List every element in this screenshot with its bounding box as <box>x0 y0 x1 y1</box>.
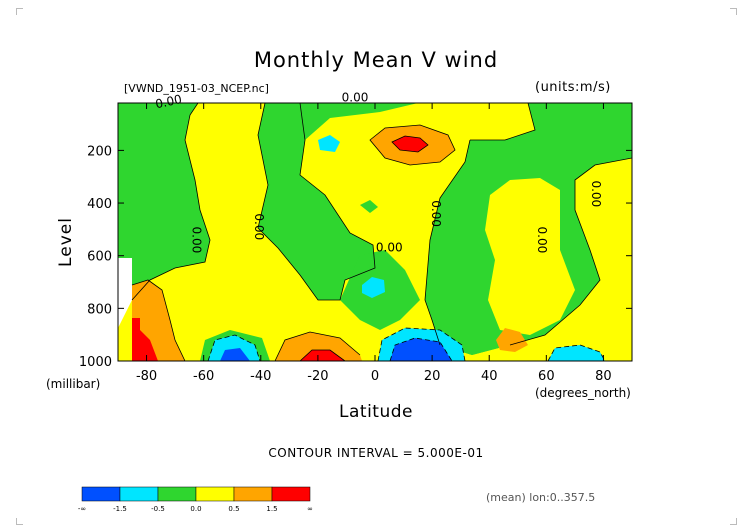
y-tick-label: 200 <box>87 144 112 159</box>
x-axis-unit: (degrees_north) <box>535 386 631 400</box>
contour-fill <box>118 103 632 361</box>
x-axis-ticks: -80 -60 -40 -20 0 20 40 60 80 <box>136 103 612 384</box>
y-tick-label: 800 <box>87 302 112 317</box>
colorbar-swatch <box>233 486 273 502</box>
contour-label: 0.00 <box>589 180 603 207</box>
x-tick-label: -80 <box>136 369 157 384</box>
yellow-region-right <box>485 178 575 335</box>
y-tick-label: 600 <box>87 250 112 265</box>
green-region-center <box>258 103 375 300</box>
x-tick-label: 60 <box>538 369 555 384</box>
colorbar-label: -1.5 <box>113 505 127 513</box>
x-axis-label: Latitude <box>339 402 413 422</box>
contour-label: 0.00 <box>252 213 266 240</box>
x-tick-label: 40 <box>481 369 498 384</box>
red-region-left <box>132 318 158 361</box>
contour-interval-label: CONTOUR INTERVAL = 5.000E-01 <box>268 446 484 460</box>
x-tick-label: 80 <box>595 369 612 384</box>
colorbar-label: 1.5 <box>266 505 277 513</box>
y-axis-unit: (millibar) <box>46 377 101 391</box>
cyan-patch-top <box>318 135 340 152</box>
x-tick-label: -60 <box>193 369 214 384</box>
file-label: [VWND_1951-03_NCEP.nc] <box>124 82 269 95</box>
contour-label: 0.00 <box>189 227 203 254</box>
red-region-top <box>392 136 428 152</box>
colorbar-swatch <box>157 486 197 502</box>
contour-label: 0.00 <box>429 200 443 227</box>
blue-region-bottom-left <box>220 348 250 361</box>
y-tick-label: 400 <box>87 197 112 212</box>
x-tick-label: -20 <box>307 369 328 384</box>
cyan-patch-mid <box>362 277 385 298</box>
colorbar-label: -∞ <box>78 505 86 513</box>
units-label: (units:m/s) <box>535 80 611 95</box>
y-tick-label: 1000 <box>79 355 112 370</box>
corner-mark <box>730 8 737 15</box>
cyan-region-bottom-left <box>208 335 260 361</box>
contour-lines <box>131 103 632 361</box>
blue-region-bottom-center <box>390 338 452 361</box>
colorbar-label: -0.5 <box>151 505 165 513</box>
x-tick-label: 20 <box>424 369 441 384</box>
colorbar-label: 0.5 <box>228 505 239 513</box>
x-tick-label: 0 <box>371 369 379 384</box>
green-patch-mid <box>360 200 378 213</box>
colorbar-label: ∞ <box>307 505 313 513</box>
y-axis-ticks: 200 400 600 800 1000 <box>79 144 632 370</box>
yellow-region <box>118 103 632 361</box>
colorbar-swatch <box>195 486 235 502</box>
x-tick-label: -40 <box>250 369 271 384</box>
contour-label: 0.00 <box>535 227 549 254</box>
colorbar-swatch <box>81 486 121 502</box>
contour-label: 0.00 <box>342 91 369 105</box>
contour-label: 0.00 <box>154 92 183 111</box>
colorbar-label: 0.0 <box>190 505 201 513</box>
corner-mark <box>730 518 737 525</box>
colorbar-swatch <box>119 486 159 502</box>
colorbar-swatch <box>271 486 311 502</box>
stats-label: (mean) lon:0..357.5 <box>486 491 596 504</box>
orange-region-bottom <box>275 332 362 361</box>
corner-mark <box>16 8 23 15</box>
contour-labels: 0.00 0.00 0.00 0.00 0.00 0.00 0.00 0.00 <box>154 91 603 255</box>
chart-title: Monthly Mean V wind <box>253 48 499 72</box>
colorbar: -∞ -1.5 -0.5 0.0 0.5 1.5 ∞ <box>78 486 313 513</box>
orange-region-right <box>496 328 528 352</box>
corner-mark <box>16 518 23 525</box>
contour-label: 0.00 <box>376 241 403 255</box>
y-axis-label: Level <box>56 217 76 267</box>
